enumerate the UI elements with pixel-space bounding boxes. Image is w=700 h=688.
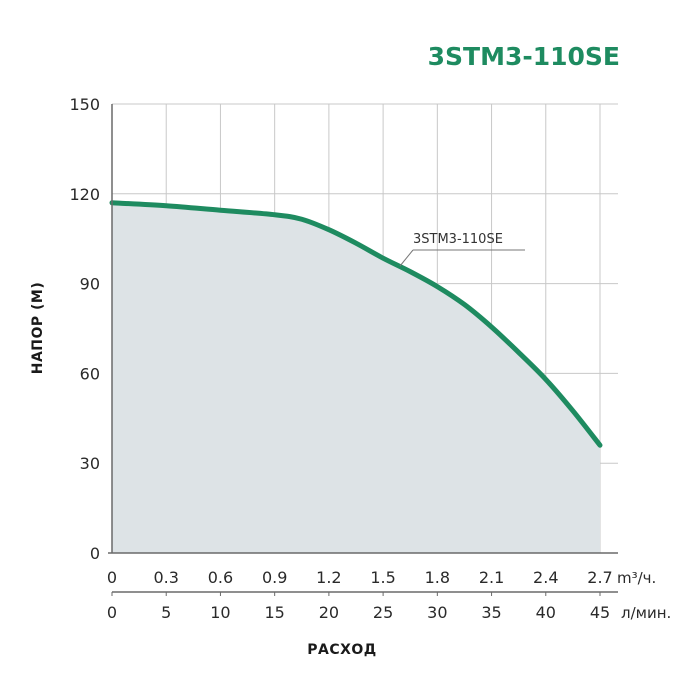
x-tick-label: 1.2 bbox=[316, 568, 341, 587]
x2-tick-label: 15 bbox=[264, 603, 284, 622]
annotation-leader bbox=[399, 249, 414, 267]
chart-title: 3STM3-110SE bbox=[427, 42, 620, 71]
x-tick-label: 2.1 bbox=[479, 568, 504, 587]
y-tick-label: 150 bbox=[69, 95, 100, 114]
y-tick-label: 0 bbox=[90, 544, 100, 563]
x-tick-label: 2.7 bbox=[587, 568, 612, 587]
x2-tick-label: 10 bbox=[210, 603, 230, 622]
x2-tick-label: 20 bbox=[319, 603, 339, 622]
x-tick-label: 1.5 bbox=[370, 568, 395, 587]
x-tick-label: 0.9 bbox=[262, 568, 287, 587]
x2-tick-label: 45 bbox=[590, 603, 610, 622]
y-tick-label: 120 bbox=[69, 185, 100, 204]
x-tick-label: 0.6 bbox=[208, 568, 233, 587]
x2-tick-label: 30 bbox=[427, 603, 447, 622]
x2-tick-label: 0 bbox=[107, 603, 117, 622]
x-tick-label: 2.4 bbox=[533, 568, 558, 587]
x2-tick-label: 40 bbox=[536, 603, 556, 622]
y-tick-label: 60 bbox=[80, 364, 100, 383]
x-tick-label: 0 bbox=[107, 568, 117, 587]
x2-tick-label: 35 bbox=[481, 603, 501, 622]
x2-tick-label: 25 bbox=[373, 603, 393, 622]
x2-tick-label: 5 bbox=[161, 603, 171, 622]
x2-unit-label: л/мин. bbox=[621, 604, 671, 622]
series-label: 3STM3-110SE bbox=[413, 232, 503, 247]
x-axis-label: РАСХОД bbox=[307, 642, 377, 658]
x-unit-label: m³/ч. bbox=[617, 569, 656, 587]
series-line bbox=[109, 200, 603, 448]
y-tick-label: 90 bbox=[80, 275, 100, 294]
x-tick-label: 1.8 bbox=[425, 568, 450, 587]
y-tick-label: 30 bbox=[80, 454, 100, 473]
axes bbox=[108, 104, 618, 596]
series-annotation: 3STM3-110SE bbox=[399, 232, 525, 267]
y-axis-label: НАПОР (М) bbox=[30, 282, 46, 375]
x-tick-label: 0.3 bbox=[153, 568, 178, 587]
series-area bbox=[112, 202, 600, 553]
